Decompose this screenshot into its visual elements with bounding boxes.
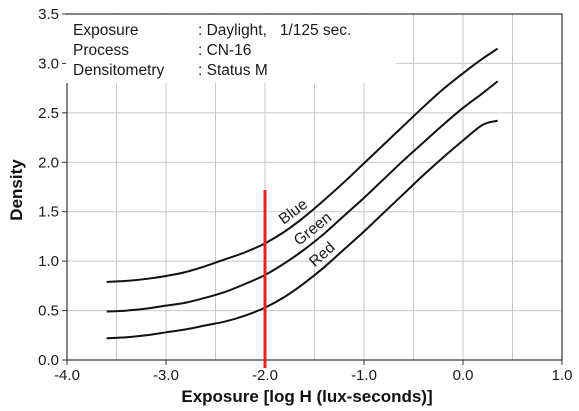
info-box-background — [66, 15, 396, 83]
info-densitometry-key: Densitometry — [73, 62, 165, 79]
x-tick-label: -2.0 — [252, 367, 278, 384]
series-line-blue — [106, 47, 499, 283]
y-tick-label: 1.5 — [38, 204, 59, 221]
y-tick-label: 0.5 — [38, 303, 59, 320]
series-lines — [106, 47, 499, 340]
y-tick-label: 0.0 — [38, 352, 59, 369]
x-axis-title: Exposure [log H (lux-seconds)] — [181, 387, 432, 406]
x-tick-label: -3.0 — [153, 367, 179, 384]
y-tick-label: 2.5 — [38, 105, 59, 122]
plot-frame — [66, 13, 563, 361]
y-tick-label: 3.0 — [38, 55, 59, 72]
x-tick-label: -1.0 — [351, 367, 377, 384]
axes: -4.0 -3.0 -2.0 -1.0 0.0 1.0 0.0 0.5 1.0 1.5 2.0 2.5… — [38, 6, 572, 384]
x-tick-label: 0.0 — [453, 367, 474, 384]
info-exposure-key: Exposure — [73, 22, 138, 39]
y-tick-label: 2.0 — [38, 154, 59, 171]
info-densitometry-value: : Status M — [198, 62, 268, 79]
series-line-green — [106, 80, 499, 313]
series-line-red — [106, 119, 498, 340]
info-process-key: Process — [73, 42, 129, 59]
info-box: Exposure : Daylight, 1/125 sec. Process … — [73, 22, 351, 79]
y-tick-label: 1.0 — [38, 253, 59, 270]
x-tick-label: -4.0 — [54, 367, 80, 384]
y-axis-title: Density — [7, 159, 26, 221]
x-tick-label: 1.0 — [552, 367, 573, 384]
info-exposure-value: : Daylight, 1/125 sec. — [198, 22, 351, 39]
info-process-value: : CN-16 — [198, 42, 251, 59]
y-tick-label: 3.5 — [38, 6, 59, 23]
